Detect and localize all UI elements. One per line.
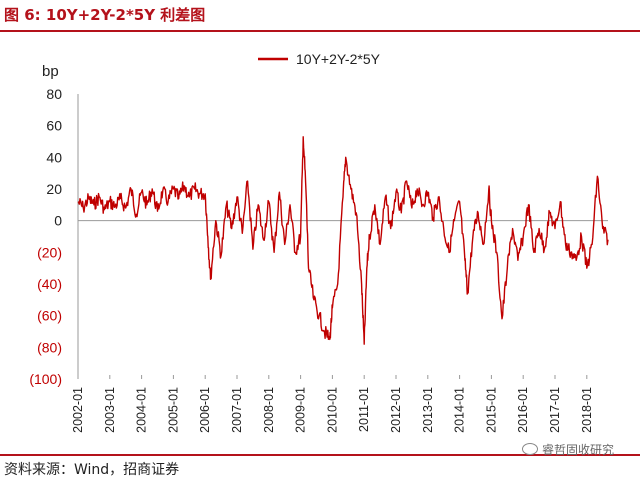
x-tick-label: 2005-01 [166,387,180,433]
x-tick-label: 2009-01 [294,387,308,433]
x-tick-label: 2004-01 [135,387,149,433]
series-line [77,136,609,345]
y-tick-label: 0 [54,213,62,229]
x-axis-ticks: 2002-01 2003-01 2004-01 2005-01 2006-01 2007-… [71,375,594,433]
watermark-text: 睿哲固收研究 [541,443,614,457]
x-tick-label: 2016-01 [516,387,530,433]
x-tick-label: 2002-01 [71,387,85,433]
x-tick-label: 2010-01 [325,387,339,433]
legend-label: 10Y+2Y-2*5Y [296,51,381,67]
x-tick-label: 2007-01 [230,387,244,433]
watermark: 睿哲固收研究 [521,441,614,458]
y-tick-label: 80 [46,86,62,102]
x-tick-label: 2011-01 [357,387,371,432]
y-tick-label: (40) [37,276,62,292]
figure-title: 图 6: 10Y+2Y-2*5Y 利差图 [4,6,206,24]
x-tick-label: 2014-01 [453,387,467,433]
x-tick-label: 2015-01 [484,387,498,433]
y-axis-ticks: 80 60 40 20 0 (20) (40) (60) (80) (100) [29,86,62,387]
source-note: 资料来源：Wind，招商证券 [4,462,180,478]
x-tick-label: 2017-01 [548,387,562,433]
y-tick-label: 60 [46,118,62,134]
title-divider [0,30,640,32]
x-tick-label: 2003-01 [103,387,117,433]
bottom-divider [0,454,640,456]
y-tick-label: (80) [37,339,62,355]
x-tick-label: 2013-01 [421,387,435,433]
chart-axes [77,94,608,379]
series-layer [77,136,609,345]
y-tick-label: (100) [29,371,62,387]
x-tick-label: 2018-01 [580,387,594,433]
x-tick-label: 2006-01 [198,387,212,433]
y-tick-label: (20) [37,244,62,260]
legend: 10Y+2Y-2*5Y [258,51,381,67]
x-tick-label: 2012-01 [389,387,403,433]
y-tick-label: 20 [46,181,62,197]
x-tick-label: 2008-01 [262,387,276,433]
wechat-icon [521,443,538,455]
y-tick-label: (60) [37,308,62,324]
y-axis-label: bp [42,63,59,80]
y-tick-label: 40 [46,149,62,165]
